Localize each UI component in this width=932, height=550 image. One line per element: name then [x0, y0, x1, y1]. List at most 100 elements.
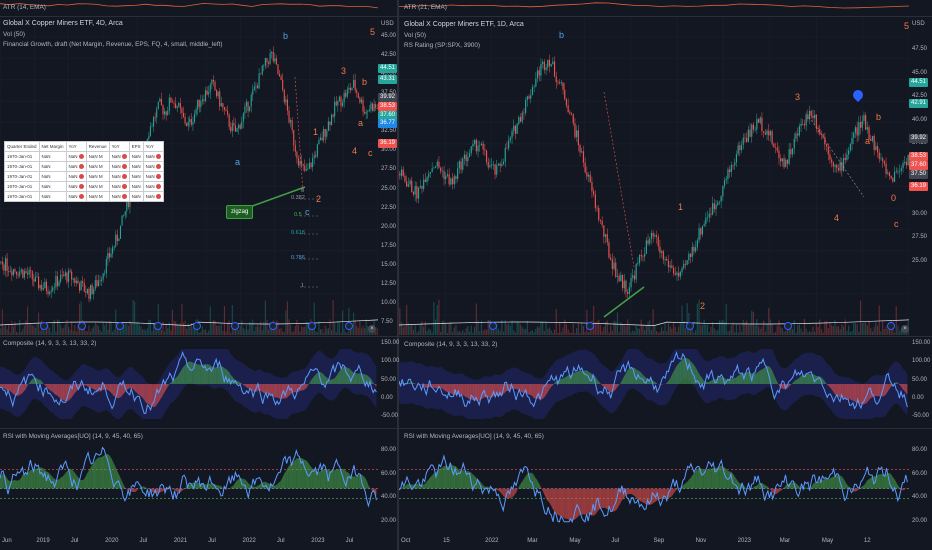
dividend-marker-icon[interactable]	[308, 322, 316, 330]
dividend-marker-icon[interactable]	[686, 322, 694, 330]
osc-axis-label: 60.00	[912, 470, 928, 477]
table-cell: NaN M	[85, 151, 110, 162]
time-axis-label: Jul	[208, 538, 216, 544]
wave-label: a	[235, 157, 241, 167]
price-tag: 37.50	[909, 170, 929, 179]
status-dot-icon	[121, 194, 127, 200]
dividend-marker-icon[interactable]	[887, 322, 895, 330]
pane-divider[interactable]	[0, 336, 397, 337]
chart-splitter[interactable]	[397, 0, 399, 550]
right-price-pane[interactable]: Global X Copper Miners ETF, 1D, Arca Vol…	[399, 17, 909, 335]
compare-cross-icon[interactable]: ×	[368, 325, 376, 333]
dividend-marker-icon[interactable]	[116, 322, 124, 330]
table-cell-value: NaN	[145, 173, 155, 179]
osc-axis-label: 80.00	[381, 447, 397, 453]
rsi-label-right[interactable]: RSI with Moving Averages[UO] (14, 9, 45,…	[404, 433, 544, 440]
right-candles[interactable]	[399, 17, 909, 335]
price-tag: 36.19	[909, 182, 929, 191]
table-cell: NaN	[108, 191, 130, 202]
price-axis-label: 30.00	[912, 210, 928, 217]
table-cell: NaN	[128, 161, 144, 172]
right-rsi-pane[interactable]: RSI with Moving Averages[UO] (14, 9, 45,…	[399, 429, 909, 532]
left-composite-axis[interactable]: 150.00 100.00 50.00 0.00 -50.00	[378, 337, 399, 427]
price-axis-label: 22.50	[381, 204, 397, 211]
right-time-axis[interactable]: Oct 15 2022 Mar May Jul Sep Nov 2023 Mar May 12	[399, 535, 909, 550]
dividend-marker-icon[interactable]	[586, 322, 594, 330]
left-price-pane[interactable]: Global X Copper Miners ETF, 4D, Arca Vol…	[0, 17, 378, 335]
atr-strip-right: ATR (21, EMA)	[399, 0, 932, 16]
table-row: 1970-Jan-01 NaN NaN NaN M NaN NaN NaN	[4, 181, 164, 192]
right-price-axis[interactable]: USD 47.5045.0042.5040.0037.5035.0032.503…	[909, 17, 932, 335]
price-axis-label: 47.50	[912, 46, 928, 52]
price-tag: 42.91	[909, 99, 929, 108]
dividend-marker-icon[interactable]	[78, 322, 86, 330]
left-price-axis[interactable]: USD 45.0042.5040.0037.5035.0032.5030.002…	[378, 17, 398, 335]
compare-cross-icon[interactable]: ×	[901, 325, 909, 333]
price-tag: 36.77	[378, 119, 398, 128]
table-cell: NaN	[142, 151, 164, 162]
right-rs-label[interactable]: RS Rating (SP:SPX, 3900)	[404, 42, 481, 49]
table-cell-value: NaN	[41, 154, 51, 159]
dividend-marker-icon[interactable]	[193, 322, 201, 330]
atr-label-left[interactable]: ATR (14, EMA)	[3, 4, 46, 11]
time-axis-label: 12	[863, 538, 871, 544]
table-cell: NaN	[128, 191, 144, 202]
atr-divider	[0, 16, 932, 17]
status-dot-icon	[155, 174, 161, 180]
right-composite-axis[interactable]: 150.00 100.00 50.00 0.00 -50.00	[909, 337, 932, 427]
dividend-marker-icon[interactable]	[154, 322, 162, 330]
table-cell: NaN	[38, 151, 67, 162]
dividend-marker-icon[interactable]	[40, 322, 48, 330]
table-cell-value: NaN M	[88, 184, 103, 189]
table-header-cell: EPS	[128, 141, 144, 152]
table-header-cell: YoY	[65, 141, 87, 152]
fib-level-label: 0.786	[291, 255, 305, 261]
fib-level-label: 0.618	[291, 230, 305, 236]
left-symbol-title[interactable]: Global X Copper Miners ETF, 4D, Arca	[3, 20, 123, 27]
table-cell-value: NaN	[131, 164, 141, 169]
left-time-axis[interactable]: Jun 2019 Jul 2020 Jul 2021 Jul 2022 Jul 2023 Jul	[0, 535, 378, 550]
price-axis-label: 45.00	[381, 33, 397, 39]
wave-label: a	[865, 136, 871, 146]
wave-label: b	[283, 31, 289, 41]
composite-label-left[interactable]: Composite (14, 9, 3, 3, 13, 33, 2)	[3, 340, 97, 347]
right-rsi-axis[interactable]: 80.00 60.00 40.00 20.00	[909, 429, 932, 532]
dividend-marker-icon[interactable]	[784, 322, 792, 330]
fib-level-label: 1	[301, 283, 305, 289]
table-cell-value: NaN	[41, 194, 51, 199]
left-composite-pane[interactable]: Composite (14, 9, 3, 3, 13, 33, 2)	[0, 337, 378, 427]
left-rsi-pane[interactable]: RSI with Moving Averages[UO] (14, 9, 45,…	[0, 429, 378, 532]
dividend-marker-icon[interactable]	[345, 322, 353, 330]
price-axis-label: 20.00	[381, 223, 397, 230]
rsi-label-left[interactable]: RSI with Moving Averages[UO] (14, 9, 45,…	[3, 433, 143, 440]
pane-divider[interactable]	[0, 428, 397, 429]
atr-label-right[interactable]: ATR (21, EMA)	[404, 4, 447, 11]
wave-label: 2	[316, 194, 322, 204]
pane-divider[interactable]	[399, 428, 932, 429]
status-dot-icon	[121, 184, 127, 190]
table-cell-value: NaN	[145, 193, 155, 199]
left-vol-label[interactable]: Vol (50)	[3, 31, 26, 38]
price-tag: 38.53	[378, 102, 398, 111]
dividend-marker-icon[interactable]	[231, 322, 239, 330]
pane-divider[interactable]	[399, 336, 932, 337]
dividend-marker-icon[interactable]	[489, 322, 497, 330]
right-symbol-title[interactable]: Global X Copper Miners ETF, 1D, Arca	[404, 21, 524, 28]
dividend-marker-icon[interactable]	[269, 322, 277, 330]
table-cell: NaN	[108, 151, 130, 162]
osc-axis-label: 0.00	[912, 394, 924, 401]
composite-label-right[interactable]: Composite (14, 9, 3, 3, 13, 33, 2)	[404, 341, 498, 348]
left-indicator-label[interactable]: Financial Growth, draft (Net Margin, Rev…	[3, 41, 223, 48]
time-axis-label: Sep	[653, 538, 665, 544]
zigzag-label: zigzag	[226, 205, 254, 219]
right-composite-pane[interactable]: Composite (14, 9, 3, 3, 13, 33, 2)	[399, 337, 909, 427]
right-vol-label[interactable]: Vol (50)	[404, 32, 427, 39]
atr-line	[0, 2, 378, 9]
left-rsi-axis[interactable]: 80.00 60.00 40.00 20.00	[378, 429, 397, 532]
left-candles[interactable]	[0, 17, 378, 335]
price-axis-label: 42.50	[912, 93, 928, 100]
table-cell-value: NaN	[111, 183, 121, 189]
time-axis-label: Nov	[695, 538, 707, 544]
time-axis-label: Jun	[2, 538, 12, 544]
time-axis-label: May	[821, 538, 834, 544]
